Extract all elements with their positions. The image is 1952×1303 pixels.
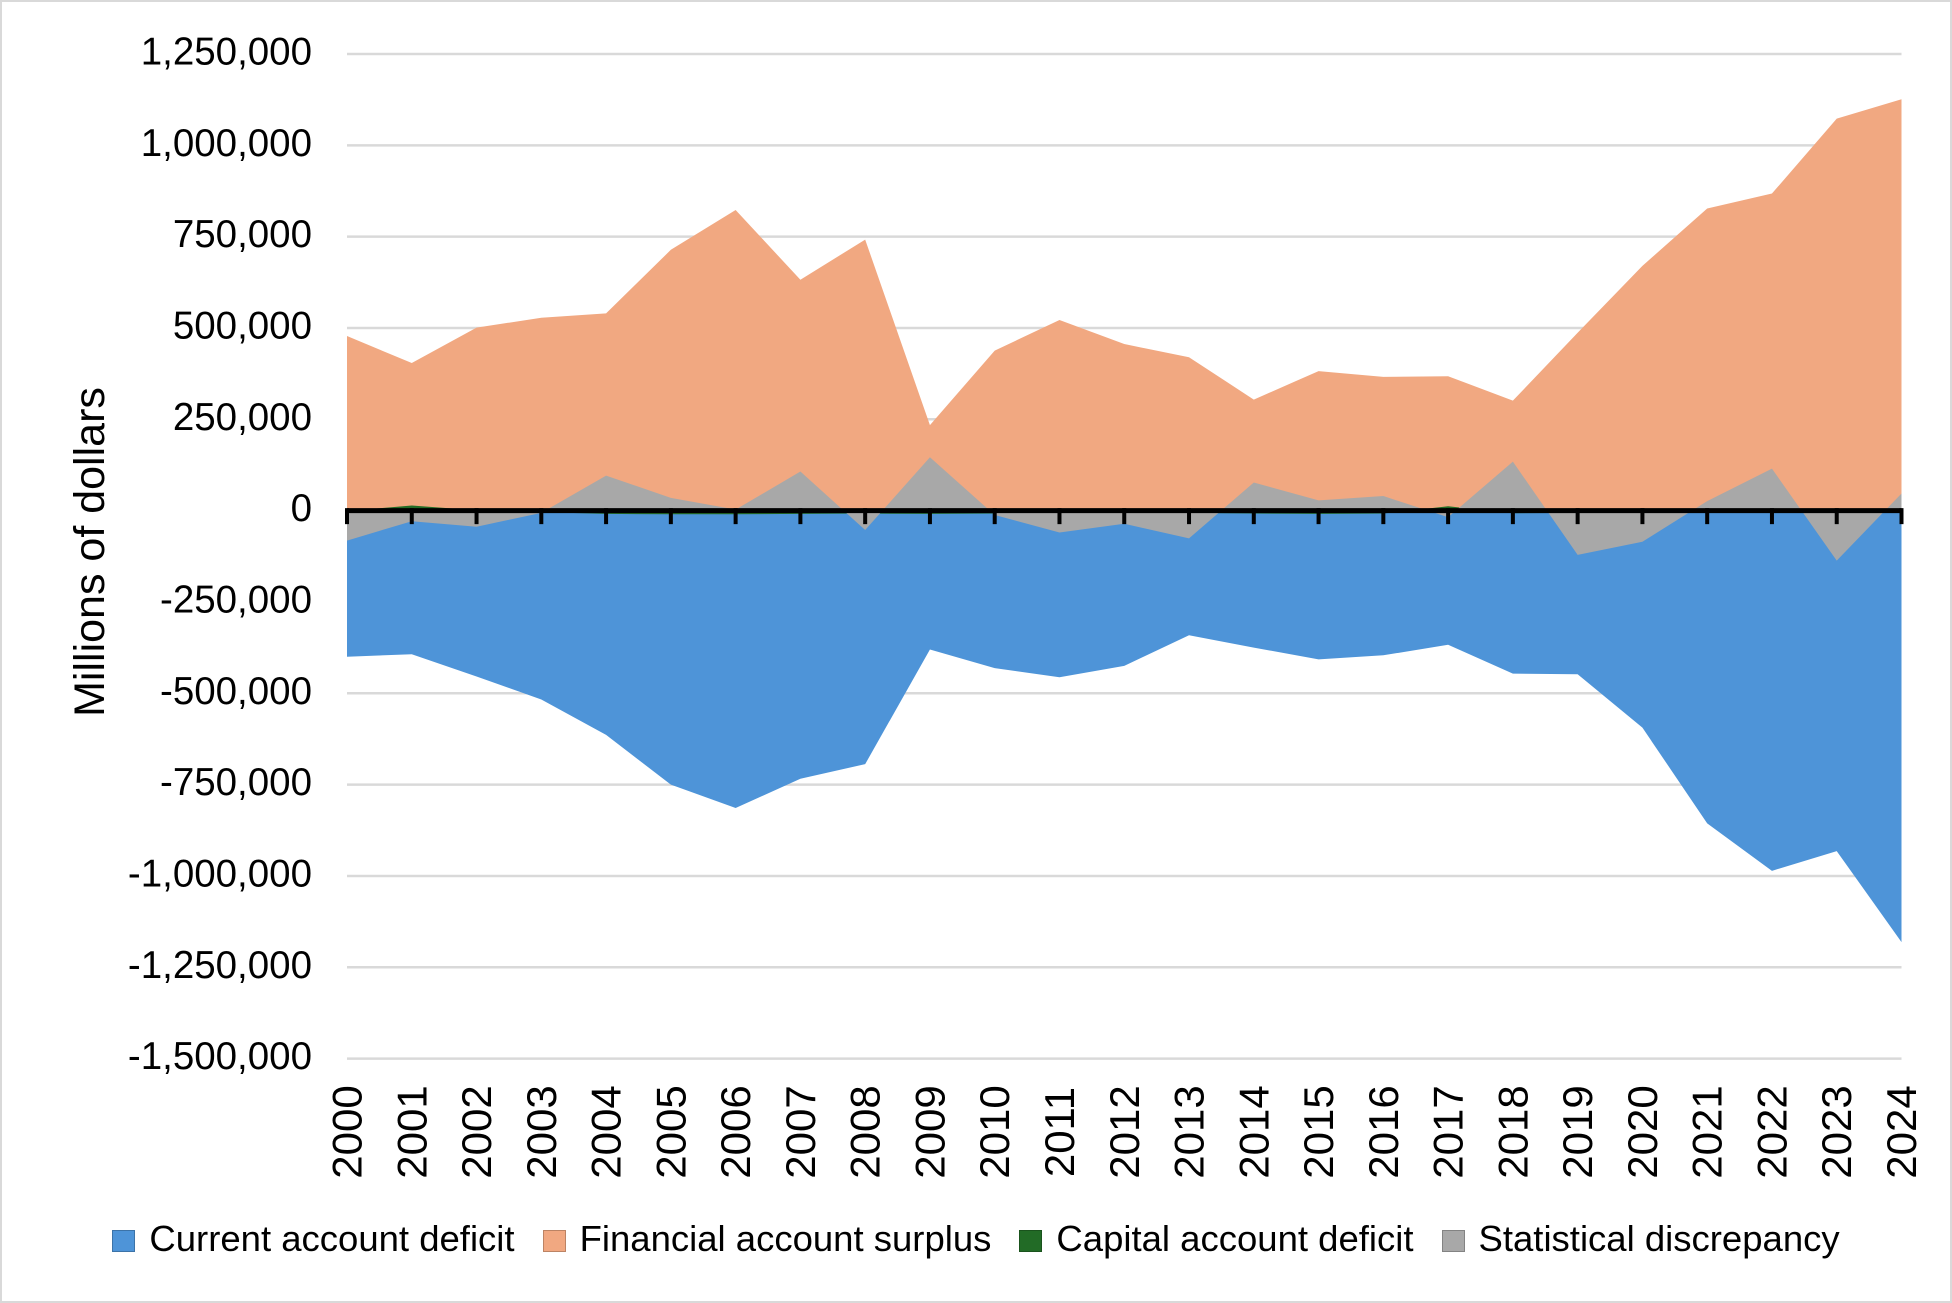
x-tick-label: 2009 <box>906 1085 953 1178</box>
legend-label-current-account-deficit: Current account deficit <box>149 1218 515 1260</box>
legend: Current account deficit Financial accoun… <box>2 1218 1950 1264</box>
y-tick-label: 1,250,000 <box>141 31 312 74</box>
x-tick-label: 2023 <box>1813 1085 1860 1178</box>
x-tick-label: 2022 <box>1748 1085 1795 1178</box>
legend-item-current-account-deficit: Current account deficit <box>112 1218 515 1261</box>
x-tick-label: 2016 <box>1360 1085 1407 1178</box>
x-tick-label: 2017 <box>1425 1085 1472 1178</box>
y-tick-label: 250,000 <box>173 396 312 439</box>
legend-label-capital-account-deficit: Capital account deficit <box>1056 1218 1414 1260</box>
x-tick-label: 2021 <box>1684 1085 1731 1178</box>
y-tick-label: -500,000 <box>160 670 312 713</box>
legend-item-statistical-discrepancy: Statistical discrepancy <box>1441 1218 1840 1261</box>
x-tick-label: 2020 <box>1619 1085 1666 1178</box>
y-tick-labels: 1,250,000 1,000,000 750,000 500,000 250,000 0… <box>128 31 312 1079</box>
x-tick-label: 2007 <box>777 1085 824 1178</box>
x-tick-label: 2024 <box>1878 1085 1925 1178</box>
area-financial-account-surplus <box>347 99 1902 511</box>
x-axis <box>345 508 1904 525</box>
x-tick-labels: 2000 2001 2002 2003 2004 2005 2006 2007 2008 2009… <box>324 1085 1926 1178</box>
y-tick-label: -1,250,000 <box>128 944 312 987</box>
x-tick-label: 2018 <box>1489 1085 1536 1178</box>
x-tick-label: 2000 <box>324 1085 371 1178</box>
x-tick-label: 2012 <box>1101 1085 1148 1178</box>
y-tick-label: -1,000,000 <box>128 852 312 895</box>
x-tick-label: 2015 <box>1295 1085 1342 1178</box>
x-tick-label: 2005 <box>647 1085 694 1178</box>
x-tick-label: 2011 <box>1036 1087 1083 1177</box>
area-statistical-discrepancy <box>347 457 1902 561</box>
x-tick-label: 2010 <box>971 1085 1018 1178</box>
x-tick-label: 2019 <box>1554 1085 1601 1178</box>
legend-item-financial-account-surplus: Financial account surplus <box>542 1218 992 1261</box>
legend-label-statistical-discrepancy: Statistical discrepancy <box>1478 1218 1840 1260</box>
legend-item-capital-account-deficit: Capital account deficit <box>1019 1218 1414 1261</box>
x-tick-label: 2014 <box>1230 1085 1277 1178</box>
x-tick-label: 2008 <box>842 1085 889 1178</box>
x-tick-label: 2001 <box>388 1085 435 1178</box>
y-tick-label: 500,000 <box>173 304 312 347</box>
x-tick-label: 2003 <box>518 1085 565 1178</box>
y-tick-label: 1,000,000 <box>141 122 312 165</box>
area-current-account-deficit <box>347 510 1902 943</box>
legend-swatch-current-account-deficit <box>112 1230 136 1252</box>
y-tick-label: -250,000 <box>160 578 312 621</box>
y-tick-label: -1,500,000 <box>128 1035 312 1078</box>
x-tick-label: 2006 <box>712 1085 759 1178</box>
x-tick-label: 2002 <box>453 1085 500 1178</box>
y-axis-title: Millions of dollars <box>66 387 114 717</box>
x-tick-label: 2013 <box>1166 1085 1213 1178</box>
y-tick-label: 0 <box>291 487 312 530</box>
legend-swatch-capital-account-deficit <box>1019 1230 1043 1252</box>
y-tick-label: 750,000 <box>173 213 312 256</box>
legend-swatch-financial-account-surplus <box>542 1230 566 1252</box>
y-tick-label: -750,000 <box>160 761 312 804</box>
legend-label-financial-account-surplus: Financial account surplus <box>579 1218 992 1260</box>
x-tick-label: 2004 <box>583 1085 630 1178</box>
legend-swatch-statistical-discrepancy <box>1441 1230 1465 1252</box>
